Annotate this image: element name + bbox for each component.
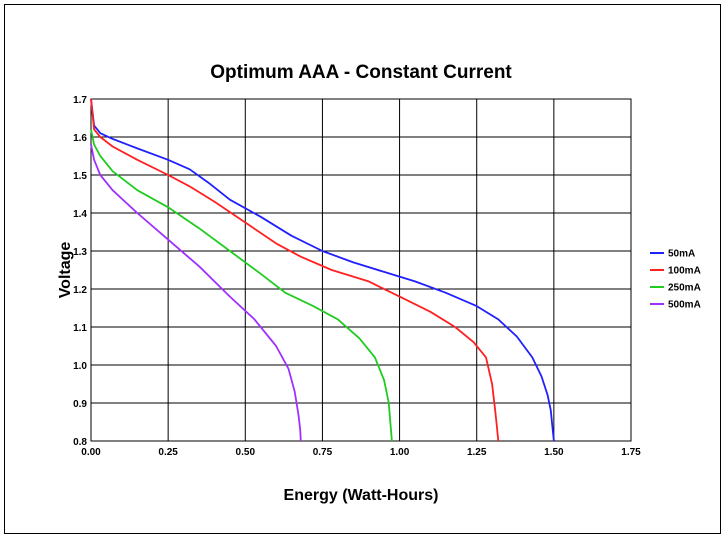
legend-label-250ma: 250mA	[668, 283, 701, 294]
y-axis-label: Voltage	[57, 242, 74, 299]
y-tick-label: 1.3	[73, 247, 87, 258]
chart-title: Optimum AAA - Constant Current	[210, 62, 512, 83]
y-tick-label: 0.8	[73, 437, 87, 448]
x-axis-label: Energy (Watt-Hours)	[284, 487, 439, 504]
y-tick-label: 1.0	[73, 361, 87, 372]
y-tick-label: 1.2	[73, 285, 87, 296]
series-lines	[90, 98, 555, 442]
grid	[91, 99, 631, 441]
series-line-500ma	[90, 144, 302, 442]
x-tick-label: 1.00	[390, 447, 410, 458]
legend-label-50ma: 50mA	[668, 249, 695, 260]
legend-label-100ma: 100mA	[668, 266, 701, 277]
x-tick-labels: 0.00 0.25 0.50 0.75 1.00 1.25 1.50 1.75	[81, 447, 641, 458]
y-tick-label: 1.6	[73, 133, 87, 144]
chart-frame	[4, 4, 721, 534]
series-line-100ma	[90, 98, 500, 442]
legend-label-500ma: 500mA	[668, 300, 701, 311]
x-tick-label: 1.50	[544, 447, 564, 458]
x-tick-label: 0.75	[313, 447, 333, 458]
x-tick-label: 0.00	[81, 447, 101, 458]
series-line-50ma	[90, 98, 555, 442]
x-tick-label: 0.50	[236, 447, 256, 458]
legend: 50mA 100mA 250mA 500mA	[650, 249, 701, 311]
y-tick-labels: 0.8 0.9 1.0 1.1 1.2 1.3 1.4 1.5 1.6 1.7	[73, 95, 87, 448]
y-tick-label: 1.1	[73, 323, 87, 334]
x-tick-label: 1.25	[467, 447, 487, 458]
y-tick-label: 1.7	[73, 95, 87, 106]
plot-border	[90, 98, 632, 442]
series-line-250ma	[90, 129, 393, 442]
x-tick-label: 1.75	[621, 447, 641, 458]
y-tick-label: 1.5	[73, 171, 87, 182]
y-tick-label: 0.9	[73, 399, 87, 410]
y-tick-label: 1.4	[73, 209, 87, 220]
x-tick-label: 0.25	[158, 447, 178, 458]
